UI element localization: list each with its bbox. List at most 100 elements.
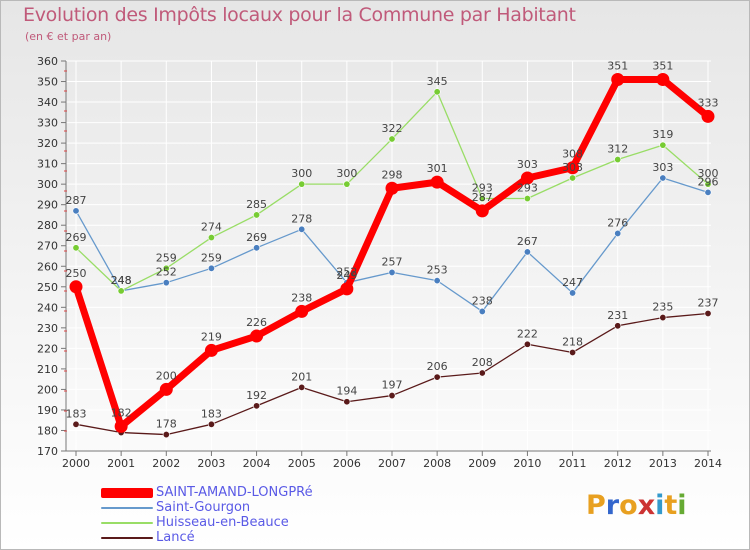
data-label: 293 — [472, 182, 493, 195]
data-point — [523, 248, 531, 256]
data-label: 303 — [562, 161, 583, 174]
data-label: 267 — [517, 235, 538, 248]
data-label: 248 — [111, 274, 132, 287]
data-label: 287 — [472, 191, 493, 204]
legend-swatch — [101, 521, 153, 524]
data-point — [520, 171, 534, 185]
data-point — [433, 88, 441, 96]
data-point — [388, 268, 396, 276]
x-tick-label: 2009 — [468, 457, 496, 470]
data-point — [114, 419, 128, 433]
logo-letter: o — [619, 490, 638, 521]
data-label: 351 — [652, 59, 673, 72]
data-point — [704, 188, 712, 196]
data-point — [162, 264, 170, 272]
data-point — [340, 282, 354, 296]
data-label: 298 — [382, 168, 403, 181]
logo-letter: r — [605, 490, 620, 521]
y-tick-label: 310 — [37, 158, 58, 171]
data-point — [614, 229, 622, 237]
legend-item-huisseau: Huisseau-en-Beauce — [101, 515, 313, 530]
data-label: 259 — [156, 251, 177, 264]
x-tick-label: 2006 — [333, 457, 361, 470]
x-tick-label: 2014 — [694, 457, 722, 470]
data-point — [159, 382, 173, 396]
data-label: 218 — [562, 335, 583, 348]
x-tick-label: 2004 — [243, 457, 271, 470]
data-label: 238 — [291, 291, 312, 304]
x-tick-label: 2002 — [152, 457, 180, 470]
data-point — [385, 181, 399, 195]
data-point — [475, 204, 489, 218]
data-label: 253 — [427, 264, 448, 277]
data-point — [388, 135, 396, 143]
data-point — [162, 431, 170, 439]
data-point — [69, 280, 83, 294]
legend-item-saint-gourgon: Saint-Gourgon — [101, 500, 313, 515]
data-label: 285 — [246, 198, 267, 211]
data-point — [704, 180, 712, 188]
data-point — [204, 343, 218, 357]
data-point — [656, 72, 670, 86]
data-point — [478, 195, 486, 203]
data-label: 197 — [382, 379, 403, 392]
data-point — [523, 195, 531, 203]
data-label: 312 — [607, 143, 628, 156]
data-point — [523, 340, 531, 348]
legend-swatch — [101, 487, 153, 498]
data-point — [430, 175, 444, 189]
data-label: 269 — [66, 231, 87, 244]
data-point — [614, 156, 622, 164]
series-layer — [69, 72, 715, 439]
data-point — [704, 309, 712, 317]
y-tick-label: 180 — [37, 424, 58, 437]
data-label: 296 — [698, 175, 719, 188]
data-point — [72, 420, 80, 428]
chart-title: Evolution des Impôts locaux pour la Comm… — [23, 4, 576, 26]
data-point — [117, 287, 125, 295]
y-tick-label: 190 — [37, 404, 58, 417]
data-point — [298, 225, 306, 233]
legend-label: Huisseau-en-Beauce — [156, 515, 289, 530]
y-tick-label: 240 — [37, 301, 58, 314]
x-tick-label: 2005 — [288, 457, 316, 470]
data-label: 269 — [246, 231, 267, 244]
logo-letter: x — [637, 490, 656, 521]
data-label: 182 — [111, 406, 132, 419]
data-point — [569, 174, 577, 182]
data-point — [388, 392, 396, 400]
data-label: 293 — [517, 182, 538, 195]
data-point — [207, 264, 215, 272]
data-point — [207, 420, 215, 428]
data-label: 226 — [246, 316, 267, 329]
data-label: 194 — [336, 385, 357, 398]
y-tick-label: 210 — [37, 363, 58, 376]
data-label: 303 — [517, 158, 538, 171]
x-tick-label: 2012 — [604, 457, 632, 470]
y-tick-label: 200 — [37, 383, 58, 396]
y-tick-label: 260 — [37, 260, 58, 273]
legend-label: SAINT-AMAND-LONGPRé — [156, 485, 313, 500]
proxiti-logo: Proxiti — [586, 490, 687, 521]
data-label: 250 — [66, 267, 87, 280]
x-tick-label: 2007 — [378, 457, 406, 470]
data-point — [343, 398, 351, 406]
y-tick-label: 220 — [37, 342, 58, 355]
data-label: 322 — [382, 122, 403, 135]
data-label: 300 — [698, 167, 719, 180]
data-label: 278 — [291, 212, 312, 225]
data-point — [433, 373, 441, 381]
grid — [66, 60, 711, 452]
chart-subtitle: (en € et par an) — [25, 30, 112, 43]
legend-item-lance: Lancé — [101, 530, 313, 545]
data-point — [295, 304, 309, 318]
data-point — [478, 369, 486, 377]
data-label: 345 — [427, 75, 448, 88]
x-tick-label: 2011 — [559, 457, 587, 470]
legend-item-saint-amand: SAINT-AMAND-LONGPRé — [101, 485, 313, 500]
data-label: 276 — [607, 216, 628, 229]
data-label: 200 — [156, 369, 177, 382]
data-point — [343, 180, 351, 188]
data-point — [659, 174, 667, 182]
